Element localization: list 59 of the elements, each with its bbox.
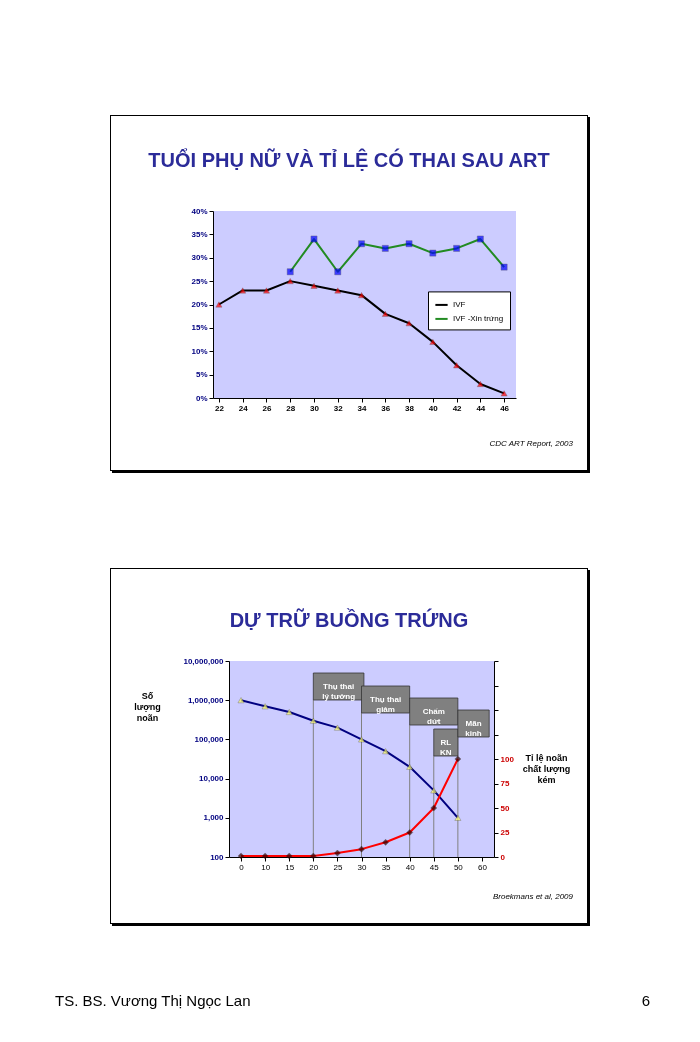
- x-tick-label: 36: [381, 403, 391, 413]
- x-tick-label: 28: [286, 403, 296, 413]
- x-tick-label: 25: [333, 862, 343, 872]
- x-tick-label: 26: [262, 403, 272, 413]
- ref-line-label: Thụ thai lý tưởng: [322, 681, 356, 701]
- x-tick-label: 10: [261, 862, 271, 872]
- y-tick-label: 100: [210, 852, 225, 862]
- y-tick-label: 10,000,000: [183, 656, 225, 666]
- x-tick-label: 34: [357, 403, 368, 413]
- text: Broekmans et al, 2009: [492, 892, 573, 901]
- ref-line-label: Mãn kinh: [465, 718, 482, 738]
- y-tick-label: 30%: [191, 253, 208, 263]
- y-tick-label: 10,000: [199, 774, 225, 784]
- y-tick-label: 100,000: [194, 734, 225, 744]
- x-tick-label: 42: [452, 403, 463, 413]
- y-tick-label: 1,000,000: [187, 695, 225, 705]
- chart-title: DỰ TRỮ BUỒNG TRỨNG: [229, 608, 469, 631]
- x-tick-label: 45: [429, 862, 440, 872]
- text: 6: [641, 992, 650, 1009]
- x-tick-label: 22: [214, 403, 225, 413]
- y2-tick-label: 0: [500, 852, 506, 862]
- x-tick-label: 60: [478, 862, 488, 872]
- y2-tick-label: 50: [500, 803, 510, 813]
- text: CDC ART Report, 2003: [489, 439, 573, 448]
- legend-label: IVF -Xin trứng: [453, 313, 504, 323]
- x-tick-label: 20: [309, 862, 319, 872]
- y-tick-label: 25%: [191, 276, 208, 286]
- x-tick-label: 30: [310, 403, 320, 413]
- y-tick-label: 40%: [191, 206, 208, 216]
- y2-tick-label: 25: [500, 828, 510, 837]
- x-tick-label: 15: [285, 862, 295, 872]
- y-tick-label: 20%: [191, 300, 208, 309]
- y2-tick-label: 75: [500, 779, 510, 788]
- y-tick-label: 0%: [195, 393, 208, 403]
- y-tick-label: 15%: [191, 323, 208, 333]
- y-tick-label: 5%: [195, 370, 208, 380]
- chart-title: TUỔI PHỤ NỮ VÀ TỈ LỆ CÓ THAI SAU ART: [148, 148, 550, 171]
- x-tick-label: 44: [476, 403, 486, 413]
- x-tick-label: 40: [405, 862, 416, 872]
- x-tick-label: 50: [453, 862, 464, 872]
- y-axis-title: Số lượng noãn: [134, 690, 161, 723]
- ref-line-label: RL KN: [440, 737, 452, 757]
- legend-label: IVF: [453, 299, 466, 309]
- x-tick-label: 35: [381, 862, 392, 872]
- x-tick-label: 40: [428, 403, 439, 413]
- text: TS. BS. Vương Thị Ngọc Lan: [55, 992, 251, 1009]
- x-tick-label: 46: [500, 403, 510, 413]
- y2-tick-label: 100: [500, 754, 515, 764]
- x-tick-label: 30: [357, 862, 367, 872]
- x-tick-label: 0: [239, 862, 245, 872]
- ref-line-label: Thụ thai giảm: [370, 694, 402, 714]
- x-tick-label: 38: [405, 403, 415, 413]
- x-tick-label: 24: [238, 403, 249, 413]
- y-tick-label: 10%: [191, 346, 208, 356]
- x-tick-label: 32: [333, 403, 344, 413]
- ref-line-label: Chấm dứt: [422, 706, 445, 726]
- y-tick-label: 35%: [191, 229, 208, 239]
- y2-axis-title: Tỉ lệ noãn chất lượng kém: [522, 752, 571, 785]
- y-tick-label: 1,000: [203, 813, 225, 823]
